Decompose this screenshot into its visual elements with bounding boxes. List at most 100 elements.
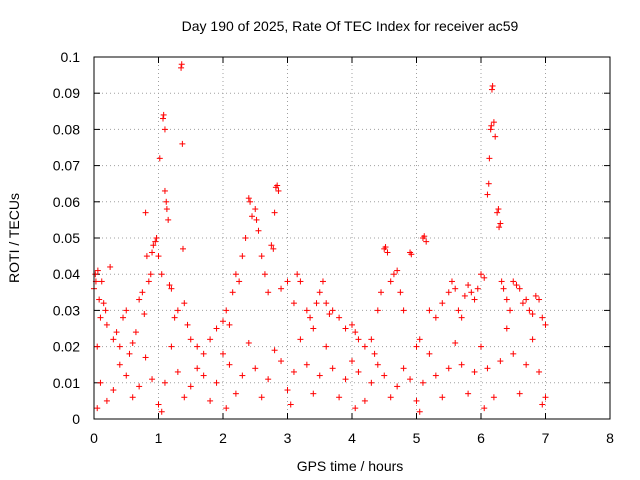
data-point: [194, 343, 201, 350]
data-point: [397, 289, 404, 296]
data-point: [213, 379, 220, 386]
data-point: [423, 238, 430, 245]
data-point: [542, 321, 549, 328]
data-point: [136, 296, 143, 303]
axis-tick-labels: 0 1 2 3 4 5 6 7 8 0 0.01 0.02 0.03 0.04 0.05 0.06 0.07 0.…: [53, 49, 614, 446]
data-point: [474, 285, 481, 292]
data-point: [481, 274, 488, 281]
data-point: [149, 376, 156, 383]
y-tick-label: 0.03: [53, 302, 80, 318]
data-point: [258, 394, 265, 401]
data-point: [163, 206, 170, 213]
data-point: [400, 307, 407, 314]
data-point: [484, 365, 491, 372]
data-point: [349, 321, 355, 328]
data-point: [97, 379, 104, 386]
data-point: [161, 126, 168, 133]
y-tick-label: 0.05: [53, 230, 80, 246]
data-point: [445, 289, 452, 296]
data-point: [94, 343, 101, 350]
data-point: [126, 350, 133, 357]
data-point: [178, 64, 185, 71]
data-point: [432, 372, 439, 379]
data-point: [400, 365, 407, 372]
data-point: [116, 343, 123, 350]
data-point: [102, 307, 109, 314]
data-point: [129, 394, 136, 401]
data-point: [297, 336, 304, 343]
data-point: [245, 339, 252, 346]
data-point: [236, 278, 243, 285]
data-point: [445, 365, 452, 372]
data-point: [174, 307, 181, 314]
data-point: [290, 368, 297, 375]
data-point: [255, 227, 262, 234]
data-point: [507, 307, 514, 314]
data-point: [290, 300, 297, 307]
data-point: [166, 282, 173, 289]
data-point: [478, 271, 484, 278]
data-point: [168, 343, 175, 350]
plot-frame: [93, 56, 611, 420]
data-point: [252, 206, 259, 213]
data-point: [226, 321, 233, 328]
data-point: [500, 285, 507, 292]
data-point: [253, 216, 260, 223]
y-tick-label: 0: [72, 411, 80, 427]
data-point: [316, 289, 323, 296]
data-point: [523, 296, 530, 303]
data-point: [532, 292, 539, 299]
data-point: [245, 195, 252, 202]
data-point: [419, 379, 426, 386]
data-point: [452, 339, 459, 346]
data-point: [490, 394, 497, 401]
data-point: [113, 329, 120, 336]
data-point: [200, 372, 207, 379]
data-point: [168, 285, 175, 292]
data-point: [100, 300, 107, 307]
data-point: [426, 307, 433, 314]
data-point: [103, 397, 110, 404]
data-point: [223, 405, 230, 412]
data-point: [200, 350, 207, 357]
x-tick-label: 8: [606, 430, 614, 446]
data-point: [207, 336, 214, 343]
data-point: [181, 300, 188, 307]
data-point: [498, 278, 505, 285]
data-point: [416, 408, 423, 415]
y-axis-label: ROTI / TECUs: [6, 193, 22, 283]
x-tick-label: 6: [477, 430, 485, 446]
data-point: [382, 244, 389, 251]
data-point: [529, 311, 536, 318]
data-point: [97, 314, 104, 321]
x-tick-label: 4: [348, 430, 356, 446]
data-point: [458, 361, 465, 368]
data-point: [165, 216, 172, 223]
data-point: [155, 253, 162, 260]
x-tick-label: 0: [90, 430, 98, 446]
data-point: [132, 329, 139, 336]
data-point: [539, 314, 546, 321]
data-point: [313, 300, 320, 307]
data-point: [98, 278, 105, 285]
data-point: [394, 267, 401, 274]
data-point: [516, 285, 523, 292]
data-point: [465, 282, 472, 289]
data-point: [187, 383, 194, 390]
data-point: [361, 343, 368, 350]
data-point: [94, 405, 101, 412]
data-point: [220, 350, 226, 357]
data-point: [316, 372, 323, 379]
data-point: [123, 372, 130, 379]
data-point: [488, 86, 495, 93]
data-point: [239, 253, 246, 260]
data-point: [384, 249, 391, 256]
data-point: [387, 394, 394, 401]
data-point: [503, 325, 510, 332]
data-point: [323, 343, 330, 350]
y-tick-label: 0.01: [53, 375, 80, 391]
data-point: [352, 329, 359, 336]
data-point: [278, 285, 285, 292]
data-point: [319, 278, 326, 285]
